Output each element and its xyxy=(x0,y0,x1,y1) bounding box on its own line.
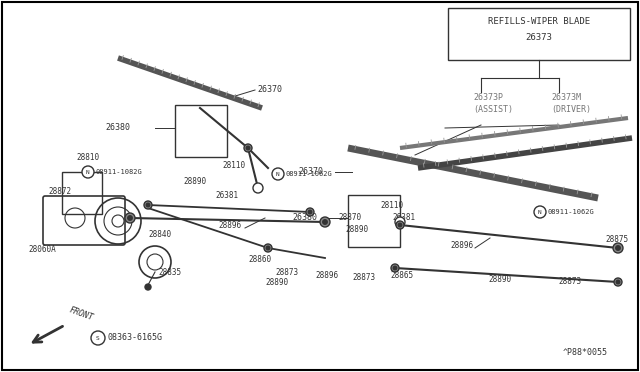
Circle shape xyxy=(613,243,623,253)
Circle shape xyxy=(323,220,327,224)
Circle shape xyxy=(272,168,284,180)
Text: 26370: 26370 xyxy=(257,84,282,93)
Text: 28835: 28835 xyxy=(158,268,181,277)
Text: N: N xyxy=(86,170,90,174)
Text: 28870: 28870 xyxy=(338,213,361,222)
Text: 08911-1062G: 08911-1062G xyxy=(548,209,595,215)
Text: 08911-1062G: 08911-1062G xyxy=(286,171,333,177)
Text: 28896: 28896 xyxy=(450,241,473,250)
Circle shape xyxy=(264,244,272,252)
Text: 28060A: 28060A xyxy=(28,245,56,254)
Circle shape xyxy=(614,278,622,286)
Circle shape xyxy=(320,217,330,227)
Text: 26381: 26381 xyxy=(392,213,415,222)
Text: N: N xyxy=(538,209,542,215)
Bar xyxy=(448,8,630,60)
Text: 08363-6165G: 08363-6165G xyxy=(108,334,163,343)
Text: 26373: 26373 xyxy=(525,33,552,42)
Text: 28890: 28890 xyxy=(183,177,206,186)
Circle shape xyxy=(395,217,405,227)
Text: 26373P: 26373P xyxy=(473,93,503,102)
Text: 28875: 28875 xyxy=(605,235,628,244)
Text: 28873: 28873 xyxy=(558,277,581,286)
Text: 26373M: 26373M xyxy=(551,93,581,102)
Text: (DRIVER): (DRIVER) xyxy=(551,105,591,114)
Circle shape xyxy=(306,208,314,216)
Circle shape xyxy=(244,144,252,152)
Circle shape xyxy=(145,284,151,290)
Circle shape xyxy=(82,166,94,178)
Text: 08911-1082G: 08911-1082G xyxy=(96,169,143,175)
Text: 28896: 28896 xyxy=(218,221,241,230)
Circle shape xyxy=(391,264,399,272)
Text: 28890: 28890 xyxy=(345,225,368,234)
Text: N: N xyxy=(276,171,280,176)
Bar xyxy=(348,195,400,247)
Circle shape xyxy=(144,201,152,209)
Text: (ASSIST): (ASSIST) xyxy=(473,105,513,114)
Text: 26380: 26380 xyxy=(292,214,317,222)
Text: 28872: 28872 xyxy=(48,187,71,196)
Text: 28873: 28873 xyxy=(275,268,298,277)
Text: 28110: 28110 xyxy=(222,161,245,170)
Text: S: S xyxy=(96,336,100,340)
Text: 28896: 28896 xyxy=(315,271,338,280)
Text: 28873: 28873 xyxy=(352,273,375,282)
Bar xyxy=(175,105,227,157)
Circle shape xyxy=(396,221,404,229)
Text: ^P88*0055: ^P88*0055 xyxy=(563,348,608,357)
Circle shape xyxy=(266,246,270,250)
Circle shape xyxy=(246,146,250,150)
Circle shape xyxy=(616,280,620,284)
Text: 28860: 28860 xyxy=(248,255,271,264)
Circle shape xyxy=(125,213,135,223)
Circle shape xyxy=(253,183,263,193)
Text: 26370: 26370 xyxy=(298,167,323,176)
Text: 28840: 28840 xyxy=(148,230,171,239)
Text: REFILLS-WIPER BLADE: REFILLS-WIPER BLADE xyxy=(488,17,590,26)
Circle shape xyxy=(128,216,132,220)
Circle shape xyxy=(393,266,397,270)
Text: 28890: 28890 xyxy=(488,275,511,284)
Bar xyxy=(62,172,102,214)
Text: 26380: 26380 xyxy=(105,124,130,132)
Circle shape xyxy=(308,210,312,214)
Text: 28110: 28110 xyxy=(380,201,403,210)
Text: 26381: 26381 xyxy=(215,191,238,200)
Circle shape xyxy=(146,203,150,207)
Circle shape xyxy=(398,223,402,227)
Text: 28890: 28890 xyxy=(265,278,288,287)
Text: 28810: 28810 xyxy=(76,153,100,162)
Circle shape xyxy=(616,246,620,250)
Circle shape xyxy=(534,206,546,218)
Text: 28865: 28865 xyxy=(390,271,413,280)
Text: FRONT: FRONT xyxy=(68,305,95,322)
